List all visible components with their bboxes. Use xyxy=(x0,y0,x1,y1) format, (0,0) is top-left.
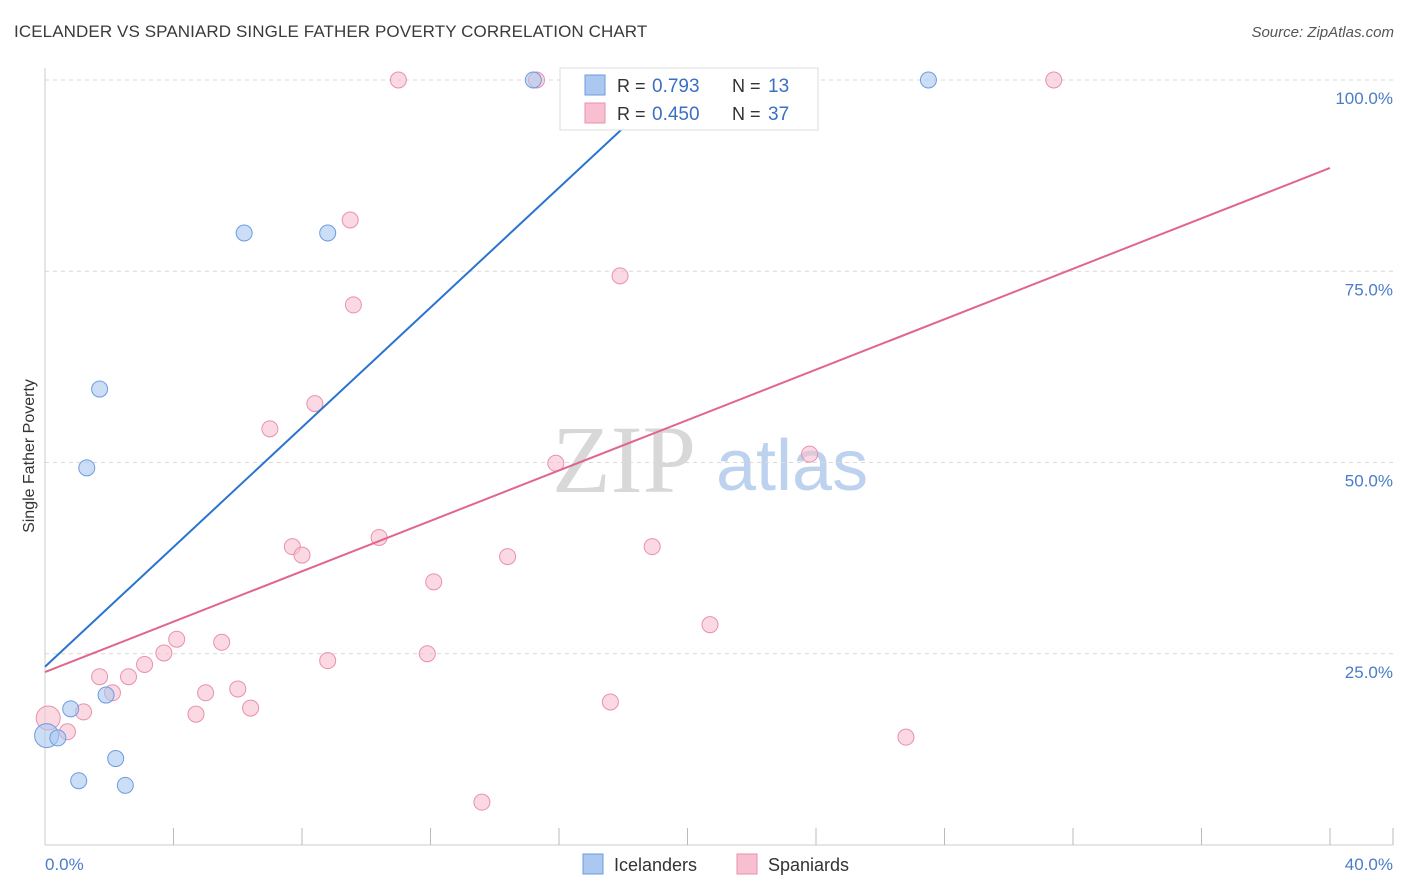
icelander-trend-line xyxy=(44,79,676,668)
x-axis-tick-labels: 0.0% 40.0% xyxy=(45,855,1393,874)
spaniard-point-11[interactable] xyxy=(197,684,215,702)
icelander-point-12[interactable] xyxy=(524,71,542,89)
chart-title: ICELANDER VS SPANIARD SINGLE FATHER POVE… xyxy=(14,22,648,41)
legend-label-spaniards[interactable]: Spaniards xyxy=(768,855,849,875)
icelander-point-7[interactable] xyxy=(97,686,115,704)
source-label: Source: ZipAtlas.com xyxy=(1251,24,1394,41)
x-tick-label-max: 40.0% xyxy=(1345,855,1393,874)
icelander-point-13[interactable] xyxy=(919,71,937,89)
stats-r-label-spaniards: R = xyxy=(617,104,646,124)
spaniard-point-32[interactable] xyxy=(611,267,629,285)
spaniard-point-37[interactable] xyxy=(1045,71,1063,89)
icelander-point-4[interactable] xyxy=(70,772,88,790)
spaniard-point-17[interactable] xyxy=(293,546,311,564)
icelander-point-11[interactable] xyxy=(319,224,337,242)
stats-swatch-spaniards xyxy=(584,102,606,124)
icelander-point-8[interactable] xyxy=(107,750,125,768)
legend-swatch-icelanders[interactable] xyxy=(582,853,604,875)
spaniard-point-36[interactable] xyxy=(897,728,915,746)
icelander-point-10[interactable] xyxy=(235,224,253,242)
icelander-point-5[interactable] xyxy=(78,459,96,477)
legend-label-icelanders[interactable]: Icelanders xyxy=(614,855,697,875)
spaniard-trend-line xyxy=(44,167,1331,674)
stats-legend-box: R = 0.793 N = 13 R = 0.450 N = 37 xyxy=(559,67,819,131)
spaniard-point-18[interactable] xyxy=(306,395,324,413)
spaniard-point-6[interactable] xyxy=(120,668,138,686)
spaniard-point-34[interactable] xyxy=(701,616,719,634)
y-tick-label-75: 75.0% xyxy=(1345,280,1393,299)
y-axis-tick-labels: 25.0% 50.0% 75.0% 100.0% xyxy=(1335,89,1393,682)
spaniard-point-14[interactable] xyxy=(242,699,260,717)
spaniard-point-25[interactable] xyxy=(425,573,443,591)
stats-n-value-spaniards: 37 xyxy=(768,104,789,125)
spaniard-point-23[interactable] xyxy=(389,71,407,89)
spaniard-point-24[interactable] xyxy=(418,645,436,663)
stats-r-label-icelanders: R = xyxy=(617,76,646,96)
bottom-legend: Icelanders Spaniards xyxy=(582,853,849,875)
data-points xyxy=(34,71,1063,811)
watermark: ZIP atlas xyxy=(552,406,868,513)
stats-n-label-spaniards: N = xyxy=(732,104,761,124)
spaniard-point-31[interactable] xyxy=(601,693,619,711)
spaniard-point-9[interactable] xyxy=(168,630,186,648)
spaniard-point-7[interactable] xyxy=(136,655,154,673)
icelander-point-6[interactable] xyxy=(91,380,109,398)
spaniard-point-35[interactable] xyxy=(801,445,819,463)
icelander-point-3[interactable] xyxy=(62,700,80,718)
stats-r-value-spaniards: 0.450 xyxy=(652,104,700,125)
y-tick-label-100: 100.0% xyxy=(1335,89,1393,108)
spaniard-point-15[interactable] xyxy=(261,420,279,438)
spaniard-point-21[interactable] xyxy=(344,296,362,314)
stats-n-value-icelanders: 13 xyxy=(768,76,789,97)
spaniard-point-26[interactable] xyxy=(473,793,491,811)
spaniard-point-10[interactable] xyxy=(187,705,205,723)
stats-r-value-icelanders: 0.793 xyxy=(652,76,700,97)
y-axis-title: Single Father Poverty xyxy=(21,379,38,533)
spaniard-point-4[interactable] xyxy=(91,668,109,686)
spaniard-point-19[interactable] xyxy=(319,652,337,670)
icelander-point-2[interactable] xyxy=(49,729,67,747)
watermark-atlas: atlas xyxy=(716,426,868,506)
watermark-zip: ZIP xyxy=(552,406,696,513)
gridlines xyxy=(45,79,1393,655)
spaniard-point-33[interactable] xyxy=(643,538,661,556)
y-tick-label-25: 25.0% xyxy=(1345,663,1393,682)
spaniard-point-13[interactable] xyxy=(229,680,247,698)
spaniard-point-8[interactable] xyxy=(155,644,173,662)
spaniard-point-12[interactable] xyxy=(213,633,231,651)
spaniard-point-20[interactable] xyxy=(341,211,359,229)
x-tick-label-min: 0.0% xyxy=(45,855,84,874)
stats-n-label-icelanders: N = xyxy=(732,76,761,96)
y-tick-label-50: 50.0% xyxy=(1345,472,1393,491)
legend-swatch-spaniards[interactable] xyxy=(736,853,758,875)
trend-lines xyxy=(44,79,1331,674)
x-axis-ticks xyxy=(173,828,1394,845)
icelander-point-9[interactable] xyxy=(116,776,134,794)
spaniard-point-27[interactable] xyxy=(499,548,517,566)
stats-swatch-icelanders xyxy=(584,74,606,96)
